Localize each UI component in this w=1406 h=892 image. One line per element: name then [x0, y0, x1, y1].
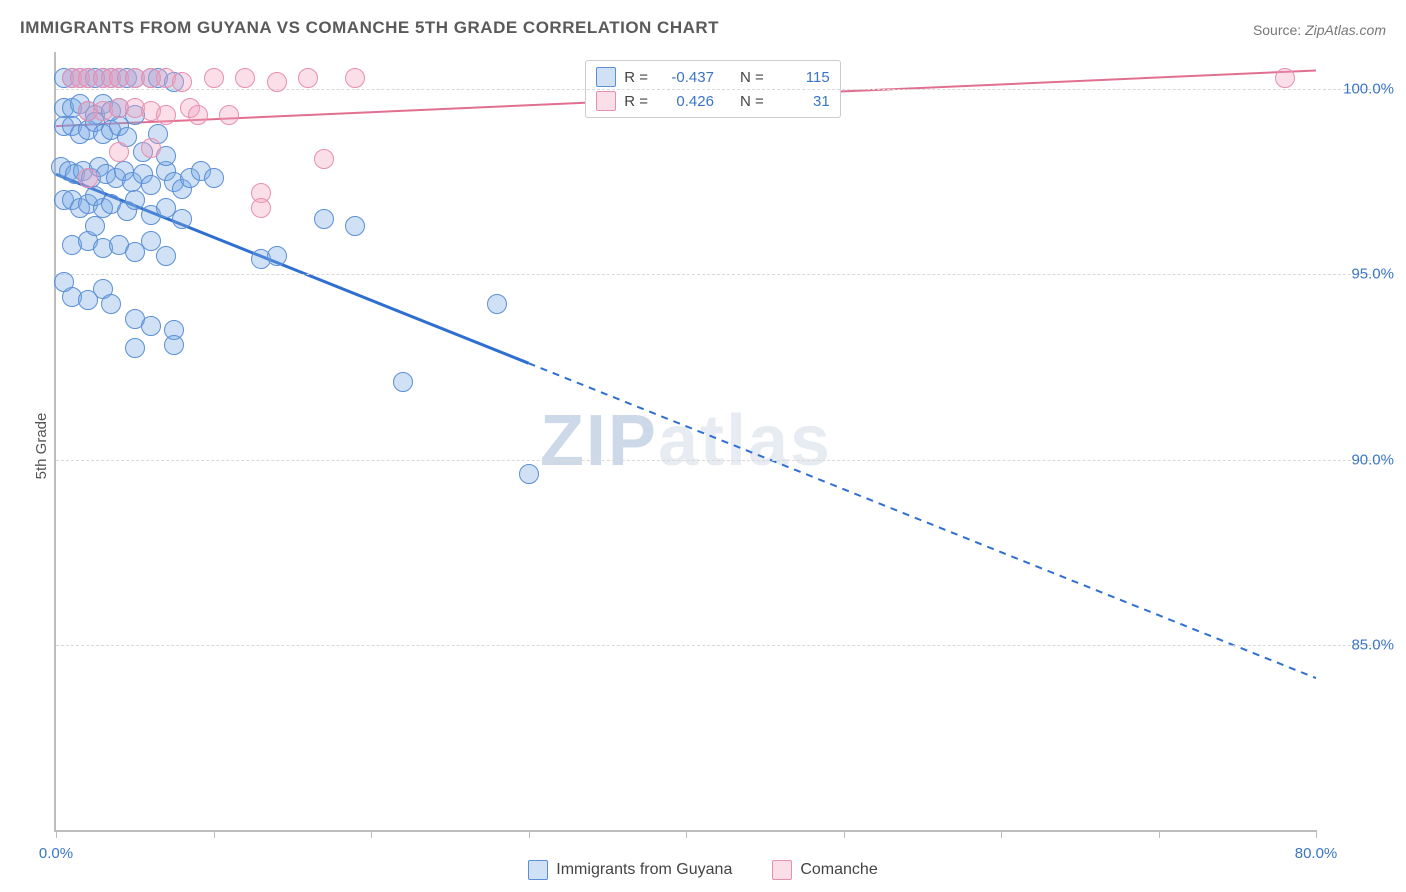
n-value-guyana: 115 — [772, 69, 830, 86]
swatch-comanche — [596, 91, 616, 111]
series-legend: Immigrants from Guyana Comanche — [0, 860, 1406, 880]
legend-item-comanche: Comanche — [772, 860, 877, 880]
gridline-h — [56, 460, 1386, 461]
swatch-guyana — [596, 67, 616, 87]
data-point-guyana — [172, 209, 192, 229]
data-point-guyana — [141, 175, 161, 195]
data-point-guyana — [85, 216, 105, 236]
data-point-comanche — [1275, 68, 1295, 88]
n-label: N = — [740, 93, 764, 110]
source-value: ZipAtlas.com — [1305, 22, 1386, 38]
gridline-h — [56, 274, 1386, 275]
data-point-guyana — [519, 464, 539, 484]
ytick-label: 85.0% — [1351, 636, 1394, 653]
xtick — [844, 830, 845, 838]
data-point-guyana — [141, 231, 161, 251]
data-point-guyana — [141, 316, 161, 336]
source-attribution: Source: ZipAtlas.com — [1253, 22, 1386, 38]
data-point-comanche — [78, 168, 98, 188]
data-point-comanche — [314, 149, 334, 169]
r-label: R = — [624, 93, 648, 110]
legend-item-guyana: Immigrants from Guyana — [528, 860, 732, 880]
data-point-comanche — [267, 72, 287, 92]
data-point-guyana — [125, 338, 145, 358]
data-point-guyana — [314, 209, 334, 229]
xtick — [1159, 830, 1160, 838]
watermark: ZIPatlas — [540, 400, 832, 482]
data-point-guyana — [487, 294, 507, 314]
xtick — [1001, 830, 1002, 838]
data-point-comanche — [109, 142, 129, 162]
trend-lines-layer — [56, 52, 1316, 830]
watermark-zip: ZIP — [540, 401, 658, 481]
source-label: Source: — [1253, 22, 1301, 38]
swatch-comanche — [772, 860, 792, 880]
data-point-comanche — [345, 68, 365, 88]
data-point-comanche — [298, 68, 318, 88]
y-axis-label: 5th Grade — [33, 413, 50, 480]
data-point-comanche — [141, 138, 161, 158]
data-point-guyana — [101, 294, 121, 314]
n-value-comanche: 31 — [772, 93, 830, 110]
ytick-label: 90.0% — [1351, 451, 1394, 468]
xtick — [371, 830, 372, 838]
data-point-guyana — [156, 246, 176, 266]
data-point-guyana — [267, 246, 287, 266]
correlation-row-guyana: R = -0.437 N = 115 — [596, 65, 830, 89]
n-label: N = — [740, 69, 764, 86]
xtick — [1316, 830, 1317, 838]
watermark-atlas: atlas — [658, 401, 832, 481]
gridline-h — [56, 89, 1386, 90]
gridline-h — [56, 645, 1386, 646]
swatch-guyana — [528, 860, 548, 880]
data-point-guyana — [54, 272, 74, 292]
correlation-row-comanche: R = 0.426 N = 31 — [596, 89, 830, 113]
ytick-label: 95.0% — [1351, 266, 1394, 283]
data-point-comanche — [188, 105, 208, 125]
data-point-guyana — [393, 372, 413, 392]
xtick — [686, 830, 687, 838]
legend-label-comanche: Comanche — [800, 861, 877, 879]
data-point-guyana — [204, 168, 224, 188]
xtick — [56, 830, 57, 838]
r-value-comanche: 0.426 — [656, 93, 714, 110]
plot-area: ZIPatlas R = -0.437 N = 115 R = 0.426 N … — [54, 52, 1316, 832]
xtick — [529, 830, 530, 838]
data-point-comanche — [172, 72, 192, 92]
r-label: R = — [624, 69, 648, 86]
chart-title: IMMIGRANTS FROM GUYANA VS COMANCHE 5TH G… — [20, 18, 719, 38]
xtick — [214, 830, 215, 838]
legend-label-guyana: Immigrants from Guyana — [556, 861, 732, 879]
r-value-guyana: -0.437 — [656, 69, 714, 86]
data-point-guyana — [164, 335, 184, 355]
data-point-comanche — [219, 105, 239, 125]
ytick-label: 100.0% — [1343, 81, 1394, 98]
data-point-comanche — [251, 198, 271, 218]
data-point-comanche — [204, 68, 224, 88]
data-point-guyana — [125, 190, 145, 210]
data-point-guyana — [345, 216, 365, 236]
data-point-comanche — [156, 105, 176, 125]
data-point-comanche — [235, 68, 255, 88]
